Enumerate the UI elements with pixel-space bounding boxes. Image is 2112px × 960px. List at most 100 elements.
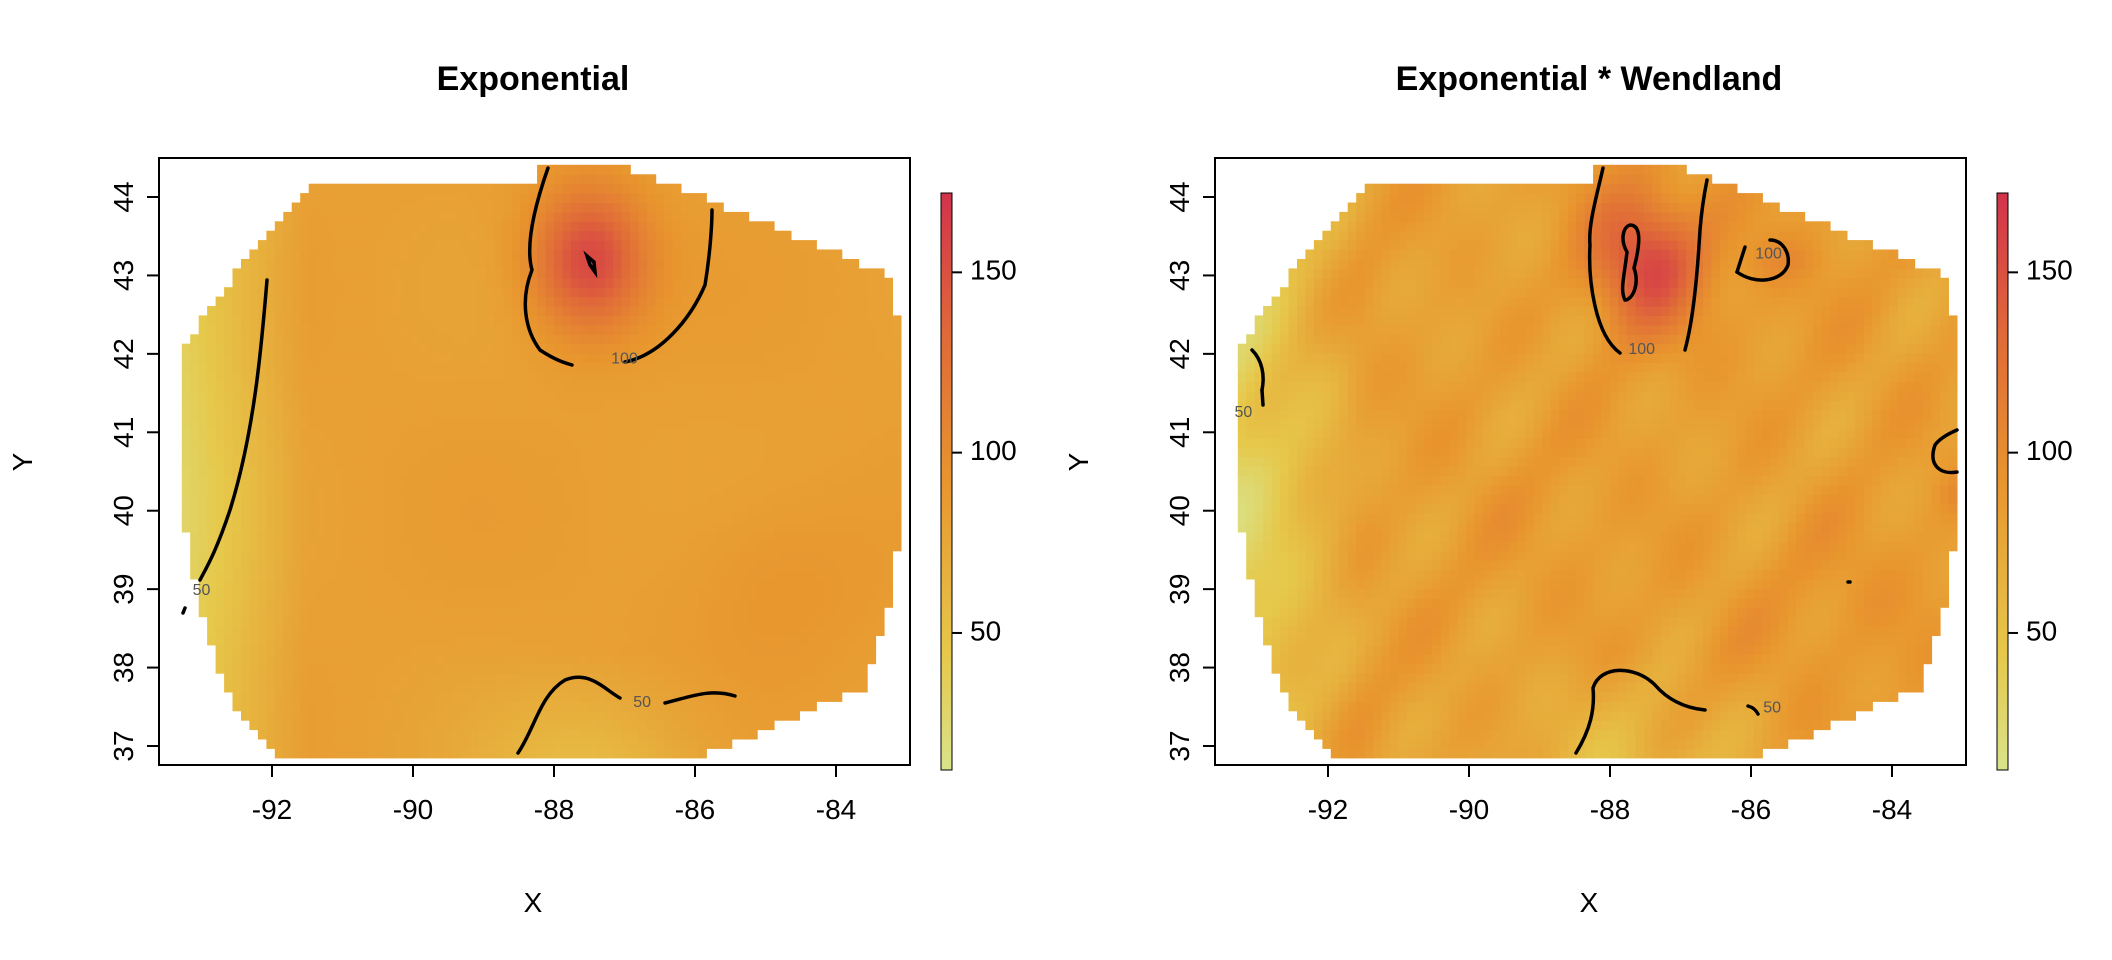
- heatmap-cell: [816, 315, 826, 326]
- heatmap-cell: [410, 644, 420, 655]
- heatmap-cell: [427, 616, 437, 627]
- heatmap-cell: [520, 673, 530, 684]
- heatmap-cell: [274, 400, 284, 411]
- heatmap-cell: [731, 673, 741, 684]
- heatmap-cell: [740, 400, 750, 411]
- heatmap-cell: [1728, 720, 1738, 731]
- heatmap-cell: [562, 729, 572, 740]
- heatmap-cell: [444, 371, 454, 382]
- heatmap-cell: [427, 682, 437, 693]
- heatmap-cell: [554, 616, 564, 627]
- heatmap-cell: [181, 343, 191, 354]
- heatmap-cell: [1686, 720, 1696, 731]
- heatmap-cell: [325, 475, 335, 486]
- heatmap-cell: [790, 484, 800, 495]
- heatmap-cell: [562, 531, 572, 542]
- heatmap-cell: [266, 447, 276, 458]
- heatmap-cell: [444, 691, 454, 702]
- heatmap-cell: [410, 513, 420, 524]
- heatmap-cell: [435, 306, 445, 316]
- heatmap-cell: [291, 475, 301, 486]
- heatmap-cell: [1753, 729, 1763, 740]
- heatmap-cell: [452, 390, 462, 401]
- heatmap-cell: [697, 691, 707, 702]
- heatmap-cell: [249, 654, 259, 665]
- heatmap-cell: [520, 400, 530, 411]
- heatmap-cell: [537, 588, 547, 599]
- heatmap-cell: [672, 296, 682, 307]
- heatmap-cell: [790, 654, 800, 665]
- heatmap-cell: [841, 541, 851, 552]
- heatmap-cell: [706, 635, 716, 646]
- heatmap-cell: [249, 296, 259, 307]
- heatmap-cell: [570, 597, 580, 608]
- heatmap-cell: [300, 324, 310, 335]
- heatmap-cell: [841, 343, 851, 354]
- heatmap-cell: [249, 437, 259, 448]
- heatmap-cell: [520, 541, 530, 552]
- heatmap-cell: [723, 315, 733, 326]
- heatmap-cell: [435, 541, 445, 552]
- heatmap-cell: [883, 306, 893, 316]
- heatmap-cell: [494, 221, 504, 232]
- heatmap-cell: [562, 475, 572, 486]
- heatmap-cell: [621, 164, 631, 175]
- heatmap-cell: [782, 550, 792, 561]
- heatmap-cell: [410, 193, 420, 204]
- heatmap-cell: [604, 635, 614, 646]
- heatmap-cell: [257, 268, 267, 279]
- heatmap-cell: [291, 569, 301, 580]
- heatmap-cell: [317, 578, 327, 589]
- heatmap-cell: [393, 531, 403, 542]
- heatmap-cell: [444, 230, 454, 241]
- heatmap-cell: [1796, 720, 1806, 731]
- heatmap-cell: [630, 578, 640, 589]
- heatmap-cell: [740, 691, 750, 702]
- heatmap-cell: [706, 673, 716, 684]
- heatmap-cell: [241, 597, 251, 608]
- heatmap-cell: [198, 447, 208, 458]
- heatmap-cell: [257, 306, 267, 316]
- heatmap-cell: [511, 371, 521, 382]
- heatmap-cell: [181, 456, 191, 467]
- heatmap-cell: [486, 456, 496, 467]
- heatmap-cell: [1745, 729, 1755, 740]
- heatmap-cell: [867, 287, 877, 298]
- heatmap-cell: [452, 419, 462, 429]
- heatmap-cell: [875, 522, 885, 533]
- heatmap-cell: [418, 277, 428, 288]
- heatmap-cell: [790, 381, 800, 392]
- heatmap-cell: [444, 437, 454, 448]
- heatmap-cell: [232, 494, 242, 505]
- heatmap-cell: [401, 259, 411, 269]
- heatmap-cell: [503, 550, 513, 561]
- heatmap-cell: [647, 221, 657, 232]
- heatmap-cell: [452, 503, 462, 514]
- heatmap-cell: [680, 720, 690, 731]
- heatmap-cell: [359, 400, 369, 411]
- heatmap-cell: [816, 324, 826, 335]
- heatmap-cell: [359, 531, 369, 542]
- heatmap-cell: [435, 287, 445, 298]
- heatmap-cell: [308, 522, 318, 533]
- heatmap-cell: [1347, 710, 1357, 721]
- heatmap-cell: [579, 597, 589, 608]
- heatmap-cell: [486, 494, 496, 505]
- heatmap-cell: [452, 531, 462, 542]
- heatmap-cell: [782, 437, 792, 448]
- heatmap-cell: [359, 541, 369, 552]
- heatmap-cell: [376, 494, 386, 505]
- heatmap-cell: [410, 522, 420, 533]
- heatmap-cell: [537, 221, 547, 232]
- heatmap-cell: [410, 400, 420, 411]
- heatmap-cell: [841, 259, 851, 269]
- heatmap-cell: [401, 560, 411, 571]
- heatmap-cell: [680, 343, 690, 354]
- heatmap-cell: [850, 268, 860, 279]
- heatmap-cell: [765, 607, 775, 618]
- heatmap-cell: [630, 673, 640, 684]
- heatmap-cell: [689, 324, 699, 335]
- heatmap-cell: [554, 522, 564, 533]
- heatmap-cell: [418, 306, 428, 316]
- heatmap-cell: [528, 607, 538, 618]
